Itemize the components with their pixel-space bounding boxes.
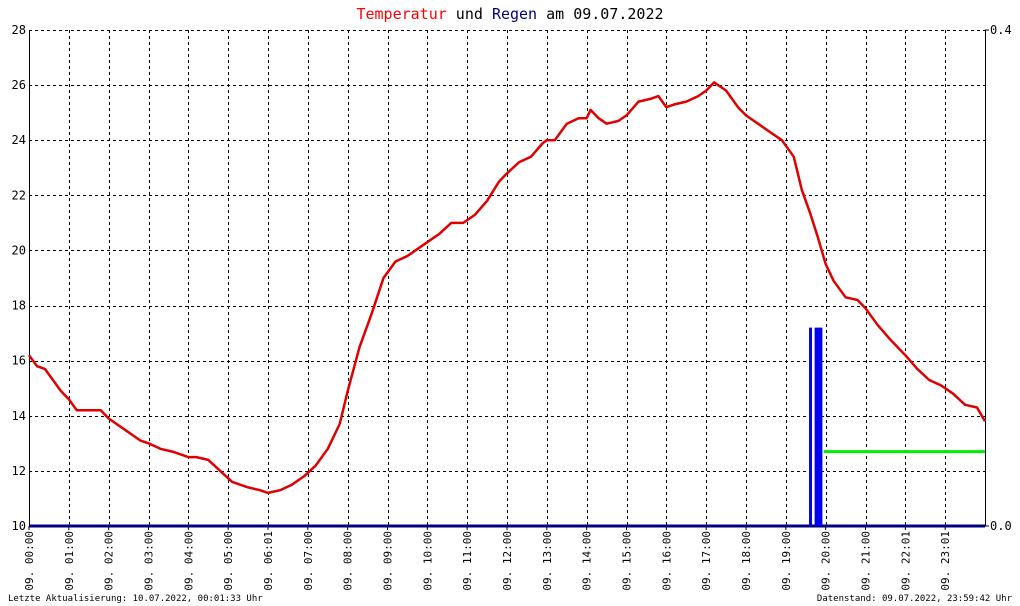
footer-last-update: Letzte Aktualisierung: 10.07.2022, 00:01… [8, 594, 263, 604]
y-tick-left-5: 20 [12, 243, 26, 257]
x-tick-22: 09. 22:01 [899, 531, 912, 591]
x-tick-16: 09. 16:00 [660, 531, 673, 591]
x-tick-5: 09. 05:00 [222, 531, 235, 591]
x-tick-21: 09. 21:00 [860, 531, 873, 591]
y-tick-left-6: 22 [12, 188, 26, 202]
x-tick-11: 09. 11:00 [461, 531, 474, 591]
title-und: und [447, 5, 492, 23]
y-tick-left-7: 24 [12, 133, 26, 147]
x-tick-4: 09. 04:00 [182, 531, 195, 591]
y-tick-left-1: 12 [12, 464, 26, 478]
y-axis-right-ticks: 0.4 0.0 [985, 23, 1012, 533]
title-rain: Regen [492, 5, 537, 23]
x-tick-0: 09. 00:00 [23, 531, 36, 591]
y-tick-right-1: 0.0 [990, 519, 1012, 533]
series [27, 81, 987, 528]
y-tick-left-9: 28 [12, 23, 26, 37]
x-tick-13: 09. 13:00 [541, 531, 554, 591]
y-tick-left-2: 14 [12, 409, 26, 423]
title-temperature: Temperatur [356, 5, 446, 23]
x-axis-ticks: 09. 00:00 09. 01:00 09. 02:00 09. 03:00 09. … [23, 526, 952, 591]
temperature-line [27, 81, 987, 495]
x-tick-14: 09. 14:00 [581, 531, 594, 591]
y-tick-left-8: 26 [12, 78, 26, 92]
x-tick-18: 09. 18:00 [740, 531, 753, 591]
x-tick-23: 09. 23:01 [939, 531, 952, 591]
y-tick-left-0: 10 [12, 519, 26, 533]
grid [29, 30, 985, 526]
x-tick-3: 09. 03:00 [143, 531, 156, 591]
x-tick-2: 09. 02:00 [103, 531, 116, 591]
x-tick-12: 09. 12:00 [501, 531, 514, 591]
x-tick-15: 09. 15:00 [621, 531, 634, 591]
axes [29, 30, 986, 526]
y-tick-left-3: 16 [12, 354, 26, 368]
x-tick-6: 09. 06:01 [262, 531, 275, 591]
x-tick-1: 09. 01:00 [63, 531, 76, 591]
x-tick-10: 09. 10:00 [421, 531, 434, 591]
y-axis-left-ticks: 10 12 14 16 18 20 22 24 26 28 [12, 23, 26, 533]
y-tick-left-4: 18 [12, 299, 26, 313]
x-tick-20: 09. 20:00 [820, 531, 833, 591]
x-tick-7: 09. 07:00 [302, 531, 315, 591]
title-date: am 09.07.2022 [537, 5, 663, 23]
y-tick-right-0: 0.4 [990, 23, 1012, 37]
x-tick-9: 09. 09:00 [382, 531, 395, 591]
x-tick-8: 09. 08:00 [342, 531, 355, 591]
x-tick-19: 09. 19:00 [780, 531, 793, 591]
chart-title: Temperatur und Regen am 09.07.2022 [356, 5, 663, 23]
x-tick-17: 09. 17:00 [700, 531, 713, 591]
footer-data-status: Datenstand: 09.07.2022, 23:59:42 Uhr [817, 594, 1013, 604]
